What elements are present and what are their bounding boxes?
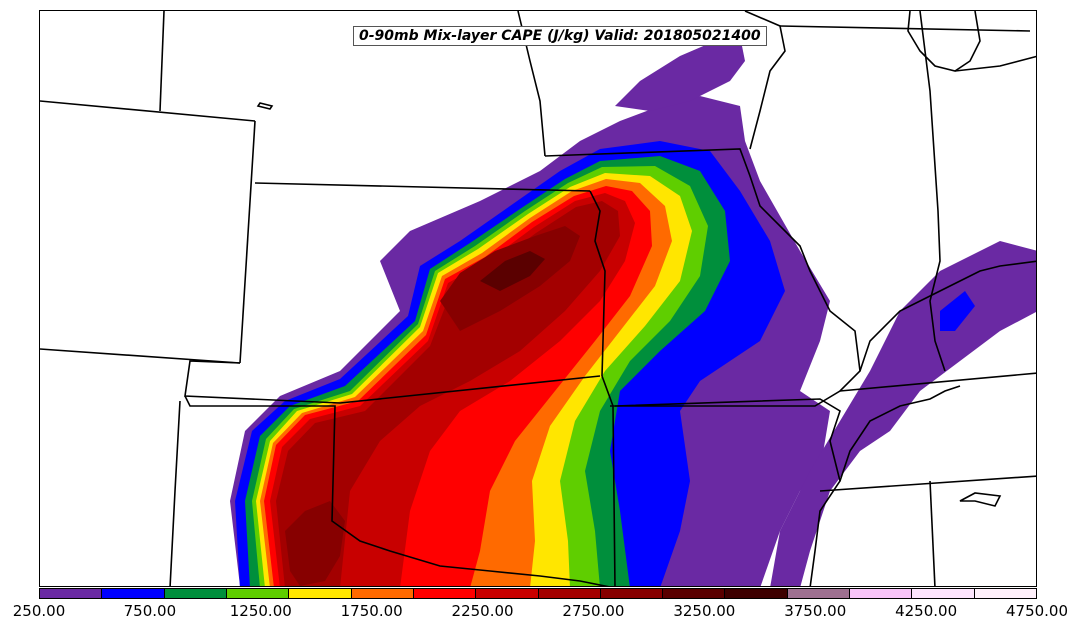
cape-250-north-blob — [615, 36, 745, 111]
colorbar-tick-label: 1250.00 — [229, 602, 292, 620]
colorbar-segment — [102, 589, 165, 598]
colorbar-segment — [725, 589, 788, 598]
map-title: 0-90mb Mix-layer CAPE (J/kg) Valid: 2018… — [353, 26, 767, 46]
colorbar-segment — [164, 589, 227, 598]
colorbar-segment — [289, 589, 352, 598]
colorbar-tick-label: 750.00 — [123, 602, 177, 620]
state-boundaries — [40, 11, 1036, 586]
cape-2750-core-south — [285, 501, 345, 586]
colorbar-tick-label: 250.00 — [12, 602, 66, 620]
colorbar — [39, 588, 1037, 599]
colorbar-segment — [974, 589, 1036, 598]
colorbar-segment — [787, 589, 851, 598]
colorbar-segment — [351, 589, 414, 598]
colorbar-tick-label: 1750.00 — [340, 602, 403, 620]
cape-map — [40, 11, 1036, 586]
cape-3000-core — [480, 251, 545, 291]
colorbar-tick-label: 3250.00 — [673, 602, 736, 620]
colorbar-tick-label: 4750.00 — [1005, 602, 1069, 620]
colorbar-segment — [413, 589, 477, 598]
colorbar-tick-label: 4250.00 — [895, 602, 958, 620]
colorbar-segment — [476, 589, 539, 598]
colorbar-tick-label: 2750.00 — [562, 602, 625, 620]
cape-750-east-blob — [940, 291, 975, 331]
cape-shading — [230, 36, 1036, 586]
map-panel: 0-90mb Mix-layer CAPE (J/kg) Valid: 2018… — [39, 10, 1037, 587]
colorbar-segment — [40, 589, 103, 598]
colorbar-segment — [912, 589, 975, 598]
colorbar-segment — [663, 589, 726, 598]
colorbar-segment — [600, 589, 664, 598]
colorbar-segment — [226, 589, 290, 598]
colorbar-segment — [850, 589, 913, 598]
cape-250-east-band — [770, 241, 1036, 586]
cape-2500-field — [276, 201, 620, 586]
colorbar-tick-label: 3750.00 — [784, 602, 847, 620]
colorbar-segment — [538, 589, 601, 598]
colorbar-tick-label: 2250.00 — [451, 602, 514, 620]
